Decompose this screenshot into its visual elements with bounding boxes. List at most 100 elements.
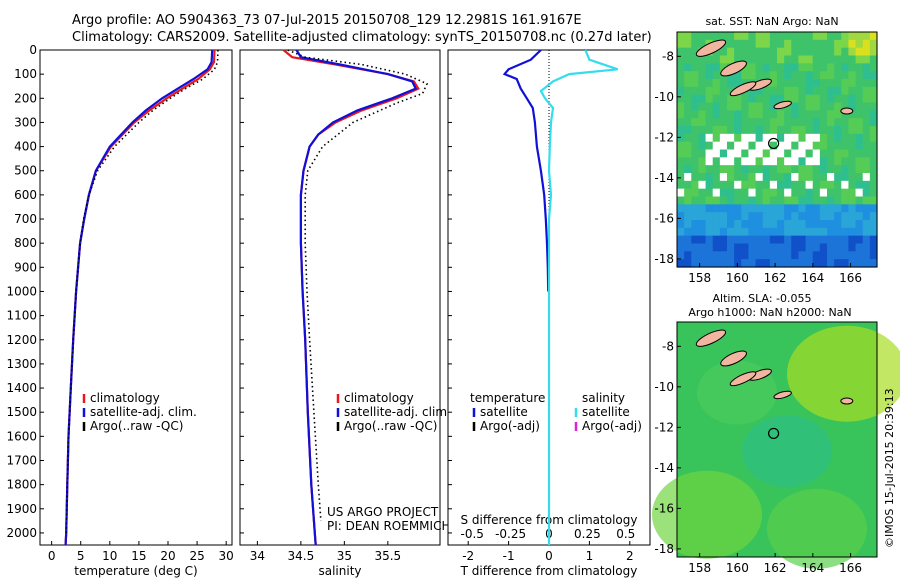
sst-cell bbox=[705, 251, 714, 260]
sst-cell bbox=[748, 259, 757, 268]
map-frame bbox=[676, 321, 878, 558]
sst-cell bbox=[805, 157, 814, 166]
sst-cell bbox=[684, 188, 692, 198]
sst-cell bbox=[755, 173, 764, 182]
sst-cell bbox=[677, 133, 685, 143]
sst-cell bbox=[734, 243, 742, 252]
sst-cell bbox=[769, 235, 778, 245]
sst-cell bbox=[705, 86, 714, 96]
sst-cell bbox=[755, 251, 764, 260]
sst-cell bbox=[791, 39, 800, 49]
sst-cell bbox=[791, 204, 800, 213]
sst-cell bbox=[855, 141, 864, 151]
sst-cell bbox=[855, 110, 864, 119]
sst-cell bbox=[712, 141, 721, 151]
sst-cell bbox=[677, 157, 685, 166]
sst-cell bbox=[748, 63, 757, 72]
sst-cell bbox=[748, 94, 757, 104]
sst-cell bbox=[784, 149, 792, 158]
sst-cell bbox=[784, 71, 792, 80]
sst-cell bbox=[677, 180, 685, 190]
temperature-axis-label: temperature (deg C) bbox=[74, 564, 197, 578]
sst-cell bbox=[791, 235, 800, 245]
sst-cell bbox=[855, 259, 864, 268]
map-lat-label: -10 bbox=[654, 380, 674, 394]
sst-cell bbox=[719, 227, 728, 237]
sst-cell bbox=[869, 188, 878, 198]
sst-cell bbox=[698, 149, 707, 158]
sst-cell bbox=[741, 63, 750, 72]
sst-cell bbox=[862, 94, 871, 104]
sst-cell bbox=[827, 47, 835, 57]
sst-cell bbox=[862, 235, 871, 245]
sst-cell bbox=[691, 165, 700, 174]
sst-cell bbox=[812, 126, 821, 135]
sst-cell bbox=[827, 173, 835, 182]
sst-cell bbox=[848, 196, 857, 205]
sst-cell bbox=[848, 204, 857, 213]
sst-cell bbox=[812, 251, 821, 260]
sst-cell bbox=[719, 126, 728, 135]
sst-cell bbox=[769, 110, 778, 119]
sst-cell bbox=[741, 180, 750, 190]
sst-cell bbox=[705, 196, 714, 205]
sla-anomaly-blob bbox=[767, 488, 867, 569]
sst-cell bbox=[705, 110, 714, 119]
sst-cell bbox=[805, 47, 814, 57]
tdiff-axis-label: T difference from climatology bbox=[460, 564, 638, 578]
sst-cell bbox=[798, 227, 807, 237]
sst-cell bbox=[719, 47, 728, 57]
sst-cell bbox=[734, 141, 742, 151]
sst-cell bbox=[798, 118, 807, 127]
sst-cell bbox=[727, 102, 735, 111]
sst-cell bbox=[727, 39, 735, 49]
map-lon-label: 166 bbox=[839, 271, 862, 285]
sst-cell bbox=[698, 102, 707, 111]
sst-cell bbox=[855, 157, 864, 166]
sst-cell bbox=[727, 86, 735, 96]
sst-cell bbox=[712, 126, 721, 135]
sst-cell bbox=[677, 196, 685, 205]
sst-cell bbox=[791, 259, 800, 268]
depth-tick-label: 400 bbox=[14, 140, 37, 154]
sst-cell bbox=[848, 227, 857, 237]
sst-cell bbox=[819, 165, 828, 174]
sst-cell bbox=[727, 235, 735, 245]
sst-cell bbox=[762, 204, 771, 213]
sst-cell bbox=[834, 204, 842, 213]
sst-cell bbox=[812, 39, 821, 49]
sst-cell bbox=[812, 188, 821, 198]
sst-cell bbox=[827, 180, 835, 190]
sst-cell bbox=[755, 126, 764, 135]
sst-cell bbox=[684, 251, 692, 260]
sst-cell bbox=[784, 251, 792, 260]
depth-tick-label: 100 bbox=[14, 67, 37, 81]
sst-cell bbox=[812, 220, 821, 229]
sst-cell bbox=[712, 79, 721, 88]
sst-cell bbox=[791, 47, 800, 57]
sst-cell bbox=[862, 126, 871, 135]
temperature-x-tick-label: 15 bbox=[131, 549, 146, 563]
sst-cell bbox=[762, 212, 771, 221]
sst-cell bbox=[677, 39, 685, 49]
sst-cell bbox=[812, 204, 821, 213]
sst-cell bbox=[677, 141, 685, 151]
sst-cell bbox=[755, 204, 764, 213]
sst-cell bbox=[869, 39, 878, 49]
sst-cell bbox=[684, 79, 692, 88]
map-lon-label: 162 bbox=[764, 561, 787, 575]
sst-cell bbox=[819, 259, 828, 268]
sst-cell bbox=[748, 133, 757, 143]
sst-cell bbox=[791, 220, 800, 229]
sst-cell bbox=[834, 39, 842, 49]
tdiff-x-tick-label: -2 bbox=[462, 549, 474, 563]
sst-cell bbox=[748, 173, 757, 182]
sst-cell bbox=[705, 165, 714, 174]
sst-cell bbox=[777, 173, 785, 182]
sst-cell bbox=[755, 188, 764, 198]
sst-cell bbox=[805, 188, 814, 198]
sst-cell bbox=[848, 259, 857, 268]
sst-cell bbox=[748, 39, 757, 49]
sst-cell bbox=[712, 243, 721, 252]
sst-cell bbox=[762, 118, 771, 127]
